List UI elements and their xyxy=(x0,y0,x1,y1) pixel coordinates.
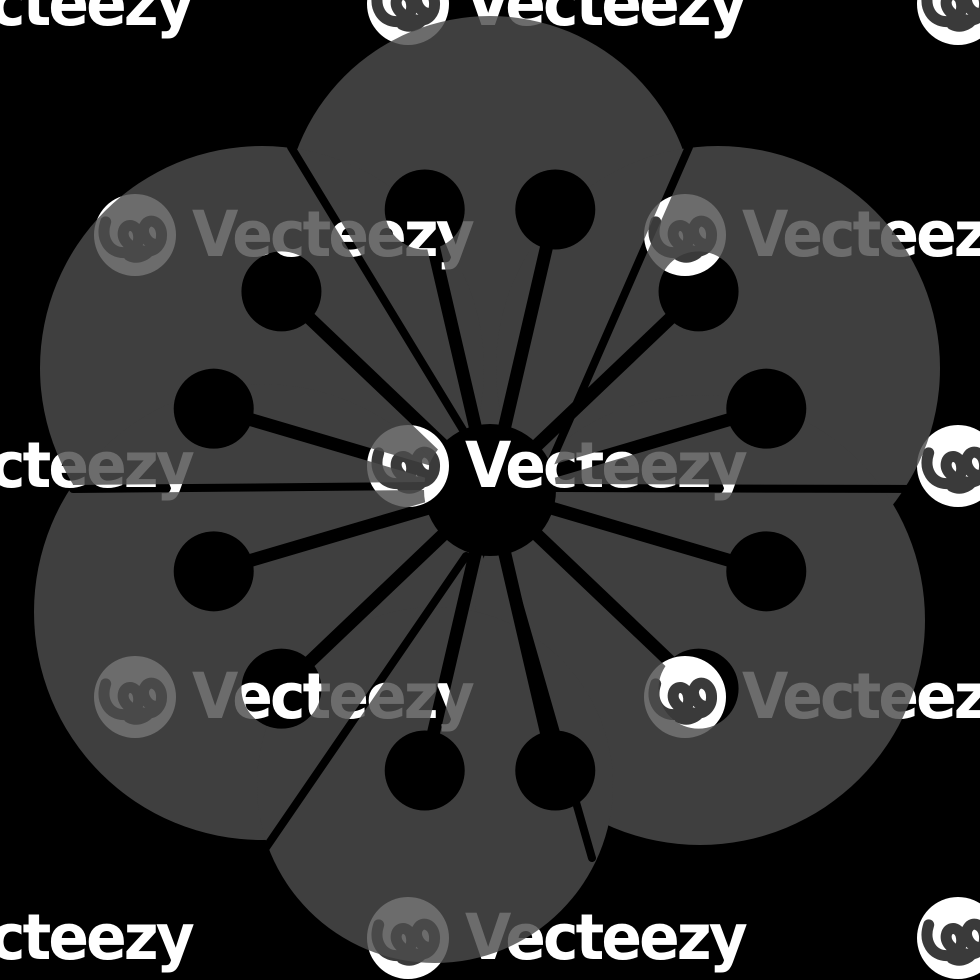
watermark-tile: Vecteezy xyxy=(917,897,980,979)
vecteezy-logo-icon xyxy=(917,897,980,979)
vecteezy-logo-icon xyxy=(917,0,980,45)
watermark-tile: Vecteezy xyxy=(0,0,207,45)
vecteezy-wordmark: Vecteezy xyxy=(0,901,195,974)
watermark-tile: Vecteezy xyxy=(917,0,980,45)
vecteezy-wordmark: Vecteezy xyxy=(0,0,195,40)
flower-petals xyxy=(34,16,940,963)
watermark-tile: Vecteezy xyxy=(0,897,207,979)
